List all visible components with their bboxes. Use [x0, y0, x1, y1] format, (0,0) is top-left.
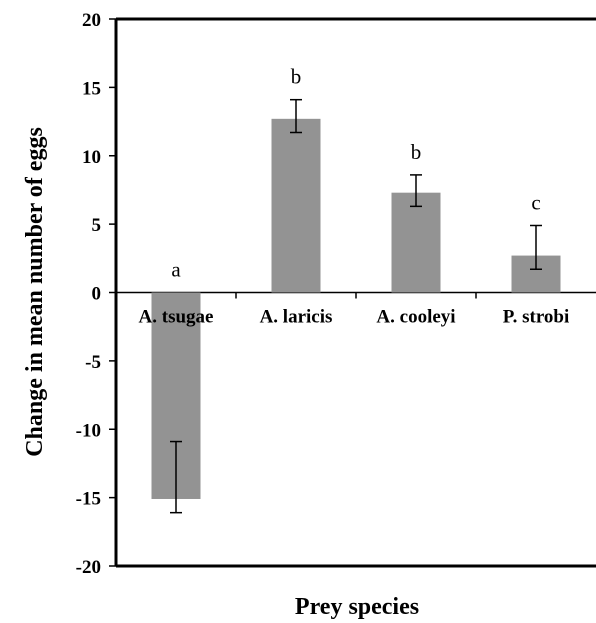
category-label: A. tsugae — [139, 307, 214, 328]
category-label: A. laricis — [260, 307, 333, 328]
y-tick-label: 15 — [82, 78, 101, 99]
y-tick-label: -5 — [85, 352, 101, 373]
x-axis-title: Prey species — [295, 594, 419, 620]
y-tick-label: 10 — [82, 147, 101, 168]
y-axis-title: Change in mean number of eggs — [22, 127, 48, 457]
y-tick-label: 5 — [92, 215, 102, 236]
significance-letter: b — [291, 65, 302, 89]
y-tick-label: -15 — [76, 489, 101, 510]
bar — [271, 118, 321, 293]
y-tick-label: -10 — [76, 420, 101, 441]
category-label: A. cooleyi — [376, 307, 455, 328]
category-label: P. strobi — [503, 307, 570, 328]
significance-letter: b — [411, 140, 422, 164]
labels-layer: 20 15 10 5 0 -5 -10 -15 -20 A. tsugae a A. laricis b… — [76, 10, 570, 578]
bars-layer — [151, 98, 561, 514]
bar — [391, 192, 441, 293]
y-tick-label: 20 — [82, 10, 101, 31]
y-tick-label: 0 — [92, 284, 102, 305]
y-tick-label: -20 — [76, 557, 101, 578]
significance-letter: c — [531, 190, 540, 214]
significance-letter: a — [171, 258, 181, 282]
